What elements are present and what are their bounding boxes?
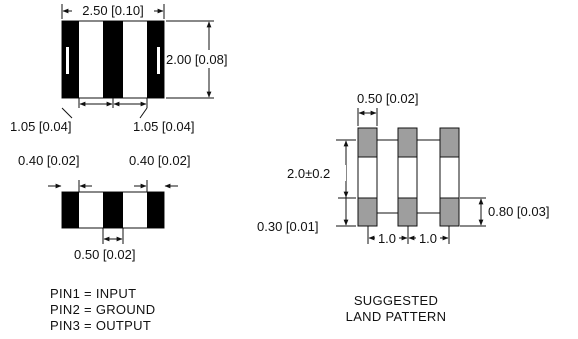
top-view-terminal-3 (147, 21, 164, 98)
land-pad-2-top (397, 127, 418, 158)
top-view-length-label: 2.50 [0.10] (82, 3, 143, 18)
side-view-end-left-label: 0.40 [0.02] (18, 153, 79, 168)
side-view-terminal-3 (147, 192, 164, 228)
top-view-slot-left (66, 47, 69, 74)
top-view-terminal-2 (103, 21, 123, 98)
land-pad-1-bottom (357, 197, 378, 227)
top-view-terminal-1 (62, 21, 79, 98)
land-pad-1-top (357, 127, 378, 158)
side-view-end-right-label: 0.40 [0.02] (129, 153, 190, 168)
land-pad-width-label: 0.50 [0.02] (357, 91, 418, 106)
land-pattern-title-line1: SUGGESTED (354, 293, 438, 308)
land-gap-label: 0.30 [0.01] (257, 219, 318, 234)
land-pitch-right-label: 1.0 (419, 231, 437, 246)
land-pad-3-top (439, 127, 460, 158)
land-pattern: 0.50 [0.02] 2.0±0.2 0.30 [0.01] (257, 91, 549, 324)
pin2-note: PIN2 = GROUND (50, 302, 155, 317)
land-pad-3-bottom (439, 197, 460, 227)
top-view: 2.50 [0.10] 2.00 [0.08] 1.05 [0.04] 1.05… (10, 2, 245, 134)
top-view-slot-right (157, 47, 160, 74)
land-height-label: 2.0±0.2 (287, 166, 330, 181)
land-pad-3-gap (439, 156, 460, 199)
land-pad-2-gap (397, 156, 418, 199)
land-pad-length-label: 0.80 [0.03] (488, 204, 549, 219)
top-view-height-label: 2.00 [0.08] (166, 52, 227, 67)
pin1-note: PIN1 = INPUT (50, 286, 136, 301)
side-view: 0.40 [0.02] 0.40 [0.02] 0.50 [0.02] (18, 153, 190, 262)
side-view-terminal-2 (103, 192, 123, 228)
top-view-pad-left-label: 1.05 [0.04] (10, 119, 71, 134)
land-pattern-title-line2: LAND PATTERN (346, 309, 447, 324)
pin-assignments: PIN1 = INPUT PIN2 = GROUND PIN3 = OUTPUT (50, 286, 155, 333)
pin3-note: PIN3 = OUTPUT (50, 318, 151, 333)
side-view-center-label: 0.50 [0.02] (74, 247, 135, 262)
side-view-terminal-1 (62, 192, 79, 228)
land-pad-2-bottom (397, 197, 418, 227)
top-view-pad-right-label: 1.05 [0.04] (133, 119, 194, 134)
land-pad-1-gap (357, 156, 378, 199)
land-pitch-left-label: 1.0 (378, 231, 396, 246)
